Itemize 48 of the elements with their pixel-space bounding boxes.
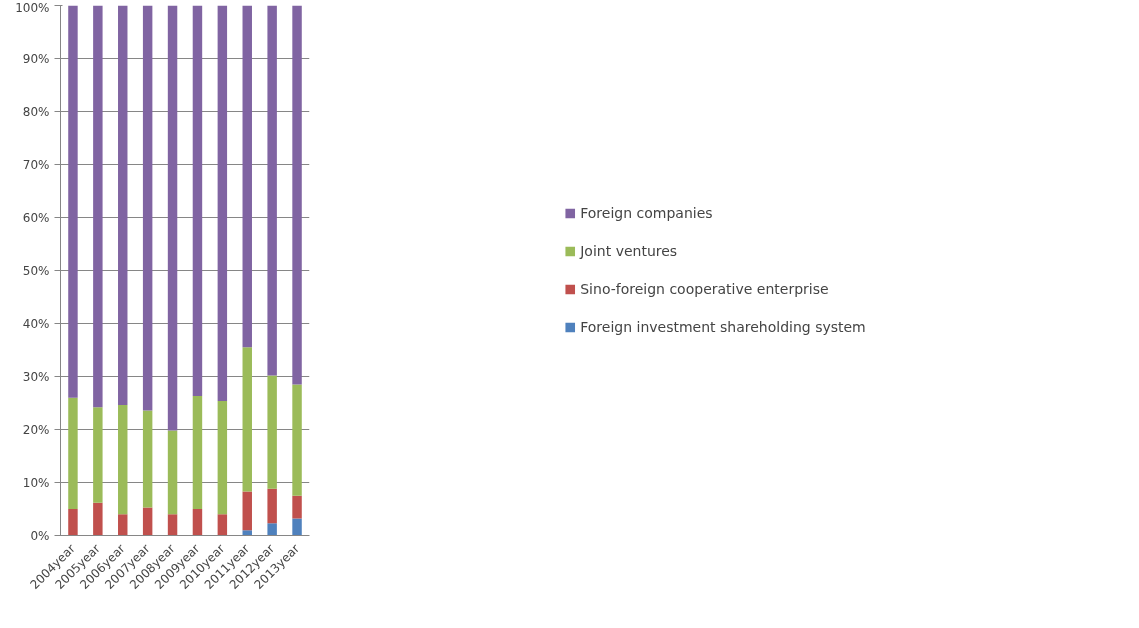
bar: [68, 397, 78, 509]
bar: [267, 375, 277, 489]
bar: [292, 495, 302, 519]
bar: [93, 502, 103, 536]
bar: [292, 518, 302, 536]
y-tick-label: 100%: [15, 0, 50, 15]
legend-label: Sino-foreign cooperative enterprise: [580, 281, 829, 297]
y-tick-label: 20%: [22, 422, 50, 437]
legend-label: Foreign companies: [580, 205, 713, 221]
bar: [192, 396, 203, 509]
bar: [167, 514, 178, 536]
bar: [192, 509, 203, 536]
y-tick-label: 60%: [22, 210, 50, 225]
bar: [93, 5, 103, 408]
bar: [167, 430, 178, 515]
bar: [242, 491, 252, 531]
y-tick-label: 10%: [22, 475, 50, 490]
bar: [93, 407, 103, 503]
bar: [68, 509, 78, 536]
bar: [267, 523, 277, 536]
y-tick-label: 70%: [22, 157, 50, 172]
bar: [292, 5, 302, 385]
bar: [142, 5, 153, 411]
legend-label: Joint ventures: [580, 243, 678, 259]
bar: [242, 5, 252, 348]
y-tick-label: 30%: [22, 369, 50, 384]
y-tick-label: 0%: [30, 528, 50, 543]
bar: [142, 507, 153, 536]
bar: [217, 514, 228, 536]
bar: [118, 5, 128, 406]
bar: [267, 5, 277, 376]
bar: [292, 384, 302, 496]
legend-label: Foreign investment shareholding system: [580, 319, 866, 335]
y-tick-label: 90%: [22, 51, 50, 66]
y-tick-label: 40%: [22, 316, 50, 331]
bar: [242, 530, 252, 536]
bar: [68, 5, 78, 398]
bar: [267, 488, 277, 524]
bar: [217, 400, 228, 515]
y-tick-label: 50%: [22, 263, 50, 278]
bar: [142, 410, 153, 508]
bar: [118, 514, 128, 536]
bar: [192, 5, 203, 397]
bar: [118, 405, 128, 515]
bar: [242, 347, 252, 492]
bar: [167, 5, 178, 431]
bar: [217, 5, 228, 401]
y-tick-label: 80%: [22, 104, 50, 119]
